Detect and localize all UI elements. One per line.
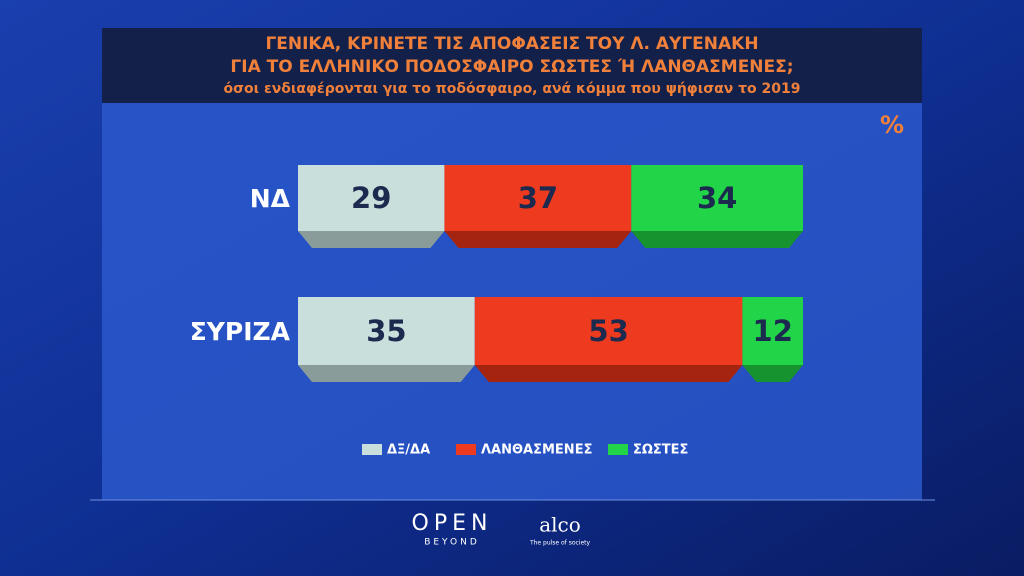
pollster-logo: alco <box>539 513 581 537</box>
category-label: ΝΔ <box>250 184 291 213</box>
bar-bevel <box>298 231 445 248</box>
bar <box>444 165 632 231</box>
pollster-sub: The pulse of society <box>529 540 591 547</box>
bar-bevel <box>298 365 475 382</box>
value-label: 53 <box>588 314 628 348</box>
legend-swatch <box>362 444 382 455</box>
bar-bevel <box>631 231 803 248</box>
legend-swatch <box>456 444 476 455</box>
subtitle: όσοι ενδιαφέρονται για το ποδόσφαιρο, αν… <box>223 81 800 97</box>
value-label: 29 <box>351 181 391 215</box>
legend-label: ΛΑΝΘΑΣΜΕΝΕΣ <box>481 443 592 458</box>
bar-bevel <box>742 365 803 382</box>
legend-swatch <box>608 444 628 455</box>
value-label: 37 <box>518 181 558 215</box>
bar <box>298 297 475 365</box>
value-label: 34 <box>697 181 737 215</box>
unit: % <box>880 111 904 139</box>
bar <box>742 297 803 365</box>
header <box>102 28 922 103</box>
value-label: 35 <box>366 314 406 348</box>
legend-label: ΔΞ/ΔΑ <box>387 443 430 458</box>
bar-bevel <box>444 231 632 248</box>
channel-sub: BEYOND <box>424 538 480 548</box>
category-label: ΣΥΡΙΖΑ <box>190 317 291 346</box>
bar <box>474 297 743 365</box>
legend-label: ΣΩΣΤΕΣ <box>633 443 688 458</box>
bar <box>298 165 445 231</box>
bar-bevel <box>474 365 743 382</box>
panel <box>102 28 922 500</box>
channel-logo: OPEN <box>412 511 493 536</box>
title-line: ΓΙΑ ΤΟ ΕΛΛΗΝΙΚΟ ΠΟΔΟΣΦΑΙΡΟ ΣΩΣΤΕΣ Ή ΛΑΝΘ… <box>230 57 793 77</box>
title-line: ΓΕΝΙΚΑ, ΚΡΙΝΕΤΕ ΤΙΣ ΑΠΟΦΑΣΕΙΣ ΤΟΥ Λ. ΑΥΓ… <box>265 34 758 54</box>
bar <box>631 165 803 231</box>
value-label: 12 <box>753 314 793 348</box>
